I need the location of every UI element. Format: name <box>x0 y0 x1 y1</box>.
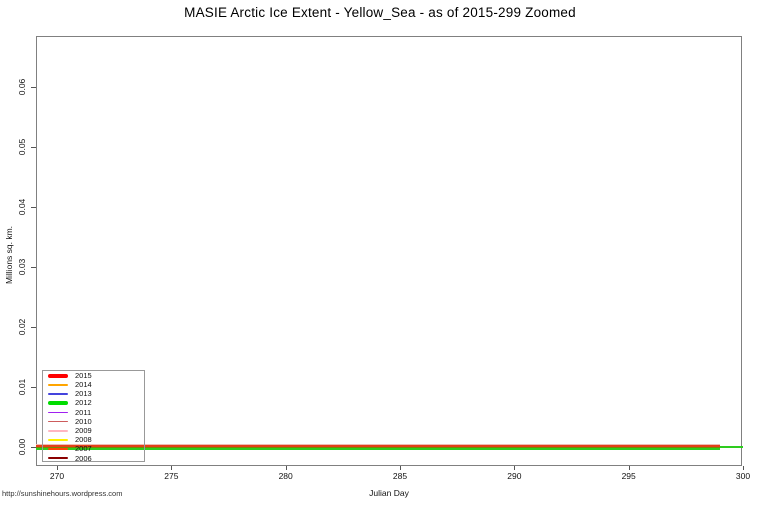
legend-year-label: 2012 <box>75 398 92 408</box>
legend-item-2013: 2013 <box>43 389 144 398</box>
legend-item-2012: 2012 <box>43 399 144 408</box>
y-tick-label: 0.04 <box>17 198 27 216</box>
plot-area <box>36 36 742 466</box>
y-tick-mark <box>31 267 36 268</box>
x-tick-mark <box>743 466 744 470</box>
chart-title: MASIE Arctic Ice Extent - Yellow_Sea - a… <box>184 5 576 20</box>
legend-item-2010: 2010 <box>43 417 144 426</box>
y-axis-title: Millions sq. km. <box>4 225 14 285</box>
y-tick-mark <box>31 207 36 208</box>
legend-item-2011: 2011 <box>43 408 144 417</box>
y-tick-mark <box>31 387 36 388</box>
x-axis-title: Julian Day <box>369 488 409 498</box>
x-tick-label: 275 <box>164 471 179 481</box>
legend: 2015 2014 2013 2012 2011 2010 2009 2008 2007 2006 <box>42 370 145 462</box>
legend-line-sample <box>48 448 68 450</box>
x-tick-label: 295 <box>621 471 636 481</box>
source-url: http://sunshinehours.wordpress.com <box>2 489 123 498</box>
legend-item-2007: 2007 <box>43 445 144 454</box>
x-tick-label: 290 <box>507 471 522 481</box>
legend-line-sample <box>48 457 68 460</box>
x-tick-label: 270 <box>49 471 65 481</box>
y-tick-mark <box>31 147 36 148</box>
y-tick-mark <box>31 447 36 448</box>
x-tick-mark <box>171 466 173 470</box>
y-tick-label: 0.05 <box>17 138 27 156</box>
data-line-stripe <box>36 444 721 447</box>
legend-line-sample <box>48 373 68 378</box>
x-tick-label: 280 <box>278 471 293 481</box>
x-tick-mark <box>400 466 401 470</box>
legend-year-label: 2011 <box>75 407 92 417</box>
y-tick-mark <box>31 327 36 328</box>
y-tick-label: 0.01 <box>17 378 27 396</box>
data-line-stripe <box>36 446 721 449</box>
legend-line-sample <box>48 383 68 386</box>
legend-line-sample <box>48 420 68 423</box>
legend-item-2008: 2008 <box>43 435 144 444</box>
y-tick-label: 0.00 <box>17 438 27 456</box>
legend-year-label: 2013 <box>75 389 92 399</box>
y-tick-label: 0.06 <box>17 78 27 96</box>
legend-item-2015: 2015 <box>43 371 144 380</box>
y-tick-label: 0.02 <box>17 318 27 336</box>
legend-item-2014: 2014 <box>43 380 144 389</box>
legend-line-sample <box>48 429 68 432</box>
x-tick-mark <box>514 466 516 470</box>
data-line-stripe <box>36 448 721 451</box>
legend-line-sample <box>48 401 68 406</box>
legend-line-sample <box>48 411 68 414</box>
legend-year-label: 2014 <box>75 380 92 390</box>
x-tick-label: 285 <box>392 471 408 481</box>
legend-year-label: 2009 <box>75 425 92 435</box>
legend-year-label: 2007 <box>75 444 92 454</box>
legend-item-2009: 2009 <box>43 426 144 435</box>
legend-item-2006: 2006 <box>43 454 144 463</box>
legend-year-label: 2015 <box>75 370 92 380</box>
data-line-stripe <box>36 443 721 445</box>
y-tick-label: 0.03 <box>17 258 27 276</box>
legend-line-sample <box>48 439 68 441</box>
legend-line-sample <box>48 393 68 395</box>
legend-year-label: 2008 <box>75 435 92 445</box>
x-tick-label: 300 <box>735 471 751 481</box>
x-tick-mark <box>285 466 287 470</box>
legend-year-label: 2010 <box>75 416 92 426</box>
x-tick-mark <box>57 466 58 470</box>
legend-year-label: 2006 <box>75 453 92 463</box>
data-line-stripe <box>720 445 743 449</box>
y-tick-mark <box>31 87 36 88</box>
x-tick-mark <box>628 466 630 470</box>
